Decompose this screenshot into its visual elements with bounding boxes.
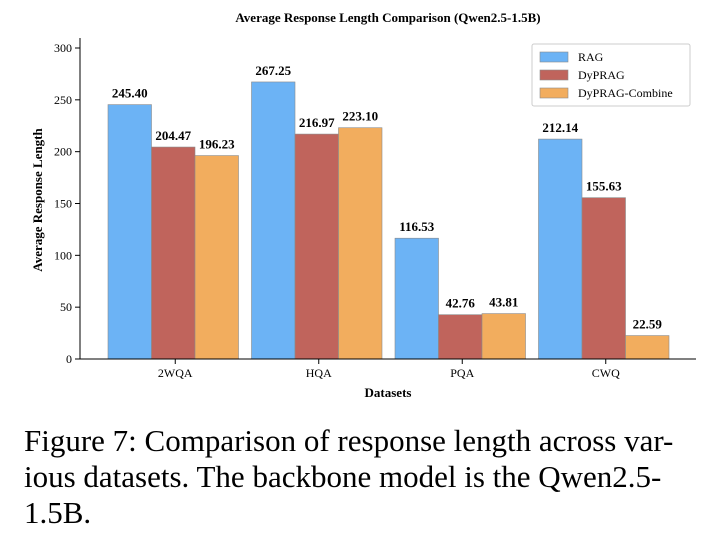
bar-chart: Average Response Length Comparison (Qwen… [30, 10, 696, 400]
value-label-dyprag-combine-cwq: 22.59 [633, 317, 663, 332]
bar-rag-hqa [251, 81, 296, 360]
x-tick-label-hqa: HQA [306, 366, 332, 380]
figure-caption: Figure 7: Comparison of response length … [24, 423, 700, 531]
y-tick-label-300: 300 [54, 41, 72, 55]
x-ticks-layer: 2WQA HQA PQA CWQ [158, 359, 620, 380]
value-label-rag-cwq: 212.14 [542, 120, 578, 135]
x-axis-label: Datasets [365, 385, 412, 400]
caption-line-2: ious datasets. The backbone model is the… [24, 459, 662, 494]
bar-dyprag-2wqa [151, 146, 196, 360]
value-label-rag-hqa: 267.25 [255, 63, 291, 78]
legend-swatch-dyprag-combine [539, 87, 569, 99]
value-label-dyprag-hqa: 216.97 [299, 115, 335, 130]
x-tick-label-2wqa: 2WQA [158, 366, 193, 380]
value-label-dyprag-pqa: 42.76 [446, 296, 476, 311]
bar-dyprag-combine-2wqa [194, 155, 239, 360]
y-ticks-layer: 0 50 100 150 200 250 300 [54, 41, 80, 366]
bar-dyprag-combine-pqa [481, 313, 526, 360]
y-tick-label-100: 100 [54, 248, 72, 262]
y-axis-label: Average Response Length [30, 128, 45, 272]
y-tick-label-50: 50 [60, 300, 72, 314]
caption-line-3: 1.5B. [24, 495, 92, 530]
value-label-dyprag-combine-pqa: 43.81 [489, 295, 518, 310]
y-tick-label-150: 150 [54, 197, 72, 211]
legend-frame [531, 43, 691, 107]
legend-swatch-rag [539, 51, 569, 63]
y-tick-label-0: 0 [66, 352, 72, 366]
x-tick-label-cwq: CWQ [592, 366, 620, 380]
bar-rag-2wqa [107, 104, 152, 360]
y-tick-label-200: 200 [54, 145, 72, 159]
legend: RAG DyPRAG DyPRAG-Combine [531, 43, 691, 107]
legend-swatch-dyprag [539, 69, 569, 81]
bar-dyprag-hqa [294, 133, 339, 360]
value-label-dyprag-2wqa: 204.47 [155, 128, 191, 143]
legend-label-dyprag-combine: DyPRAG-Combine [578, 86, 673, 100]
value-label-dyprag-combine-2wqa: 196.23 [199, 137, 235, 152]
chart-title: Average Response Length Comparison (Qwen… [235, 10, 540, 25]
y-tick-label-250: 250 [54, 93, 72, 107]
bar-dyprag-cwq [581, 197, 626, 360]
value-labels-layer: 245.40 204.47 196.23 267.25 216.97 223.10 116.… [112, 63, 663, 332]
bar-dyprag-combine-hqa [338, 127, 383, 360]
x-tick-label-pqa: PQA [450, 366, 474, 380]
bar-rag-cwq [538, 138, 583, 360]
bars-layer [107, 81, 670, 360]
legend-label-rag: RAG [578, 50, 604, 64]
bar-rag-pqa [394, 237, 439, 360]
value-label-rag-2wqa: 245.40 [112, 86, 148, 101]
caption-line-1: Figure 7: Comparison of response length … [24, 423, 674, 458]
value-label-dyprag-cwq: 155.63 [586, 179, 622, 194]
legend-label-dyprag: DyPRAG [578, 68, 625, 82]
value-label-rag-pqa: 116.53 [399, 219, 435, 234]
bar-dyprag-combine-cwq [625, 335, 670, 360]
value-label-dyprag-combine-hqa: 223.10 [342, 109, 378, 124]
bar-dyprag-pqa [438, 314, 483, 360]
